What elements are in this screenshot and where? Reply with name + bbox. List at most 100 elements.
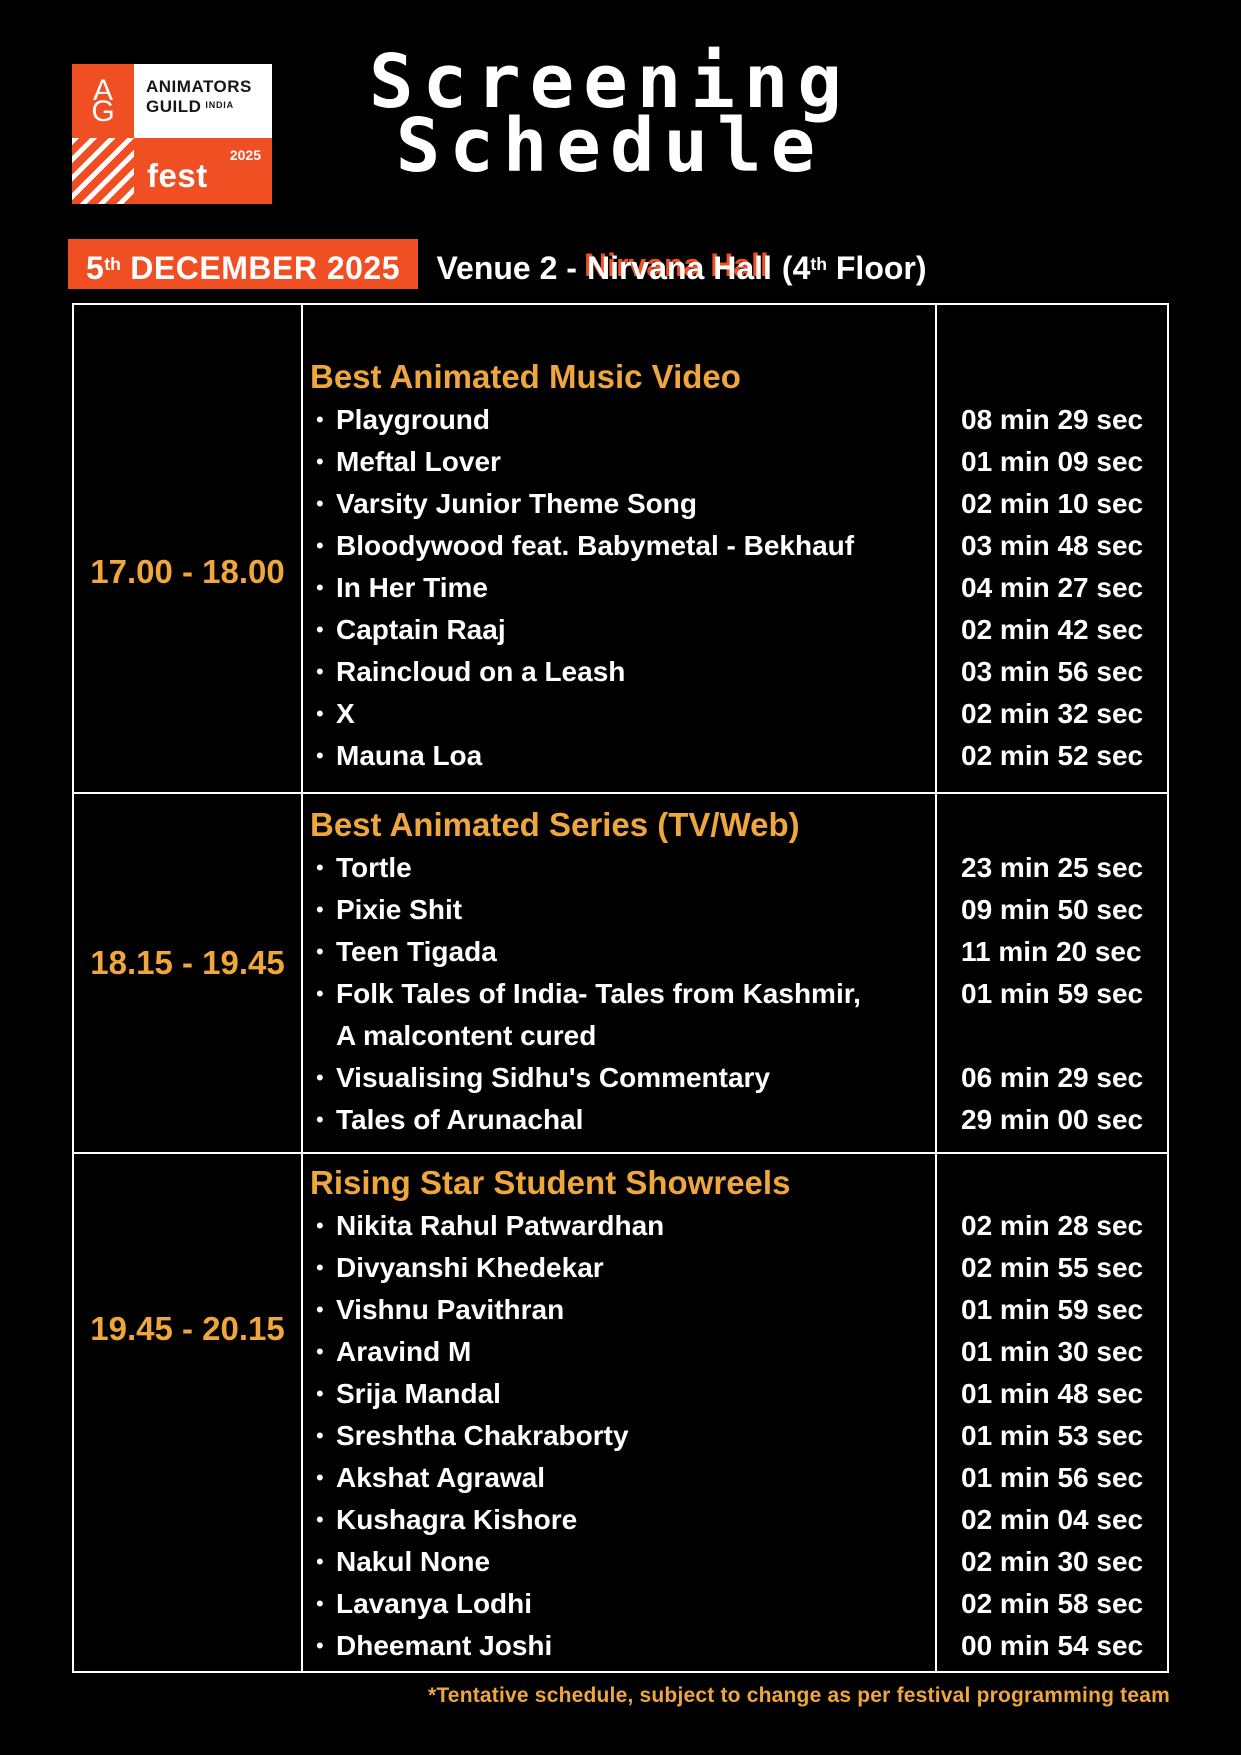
screening-duration: 01 min 59 sec: [961, 1294, 1144, 1325]
screening-title: Varsity Junior Theme Song: [336, 488, 697, 519]
screening-item: • Mauna Loa 02 min 52 sec: [303, 735, 1167, 777]
screening-title: Raincloud on a Leash: [336, 656, 626, 687]
bullet-icon: •: [316, 1591, 324, 1616]
time-slot-label: 18.15 - 19.45: [90, 944, 285, 981]
screening-title: Mauna Loa: [336, 740, 483, 771]
fest-wordmark: fest: [147, 157, 208, 194]
screening-title: Teen Tigada: [336, 936, 497, 967]
screening-duration: 01 min 30 sec: [961, 1336, 1144, 1367]
screening-title: Divyanshi Khedekar: [336, 1252, 604, 1283]
fest-year: 2025: [229, 147, 261, 163]
bullet-icon: •: [316, 449, 324, 474]
screening-duration: 02 min 28 sec: [961, 1210, 1144, 1241]
screening-title: Aravind M: [336, 1336, 472, 1367]
screening-duration: 03 min 48 sec: [961, 530, 1144, 561]
screening-item: • Visualising Sidhu's Commentary 06 min …: [303, 1057, 1167, 1099]
screening-item: • Captain Raaj 02 min 42 sec: [303, 609, 1167, 651]
date-badge: 5th DECEMBER 2025: [68, 239, 418, 289]
screening-title: Nakul None: [336, 1546, 491, 1577]
screening-item: • Dheemant Joshi 00 min 54 sec: [303, 1625, 1167, 1667]
screening-duration: 06 min 29 sec: [961, 1062, 1144, 1093]
time-slot-cell: 18.15 - 19.45: [74, 794, 303, 1152]
screening-item: • Vishnu Pavithran 01 min 59 sec: [303, 1289, 1167, 1331]
bullet-icon: •: [316, 1107, 324, 1132]
screening-item: • In Her Time 04 min 27 sec: [303, 567, 1167, 609]
screening-duration: 01 min 59 sec: [961, 978, 1144, 1009]
screening-duration: 03 min 56 sec: [961, 656, 1144, 687]
screening-item: • Tortle 23 min 25 sec: [303, 847, 1167, 889]
screening-title: Srija Mandal: [336, 1378, 501, 1409]
screening-item: • X 02 min 32 sec: [303, 693, 1167, 735]
screening-duration: 02 min 04 sec: [961, 1504, 1144, 1535]
screening-item: • Bloodywood feat. Babymetal - Bekhauf 0…: [303, 525, 1167, 567]
screening-item: • Tales of Arunachal 29 min 00 sec: [303, 1099, 1167, 1141]
org-name-cell: ANIMATORS GUILD INDIA: [134, 64, 272, 138]
bullet-icon: •: [316, 617, 324, 642]
screening-list: • Playground 08 min 29 sec • Meftal Love…: [303, 399, 1167, 777]
org-country: INDIA: [205, 100, 234, 110]
page-title: Screening Schedule: [265, 39, 955, 183]
screening-title: Captain Raaj: [336, 614, 506, 645]
schedule-block: 18.15 - 19.45 Best Animated Series (TV/W…: [74, 792, 1167, 1152]
bullet-icon: •: [316, 407, 324, 432]
screening-item: • Nikita Rahul Patwardhan 02 min 28 sec: [303, 1205, 1167, 1247]
screening-title: Dheemant Joshi: [336, 1630, 553, 1661]
screening-item: • Folk Tales of India- Tales from Kashmi…: [303, 973, 1167, 1057]
bullet-icon: •: [316, 1549, 324, 1574]
page-title-line1: Screening: [369, 39, 851, 125]
screening-duration: 02 min 58 sec: [961, 1588, 1144, 1619]
screening-duration: 04 min 27 sec: [961, 572, 1144, 603]
screening-duration: 02 min 52 sec: [961, 740, 1144, 771]
screening-item: • Kushagra Kishore 02 min 04 sec: [303, 1499, 1167, 1541]
screening-duration: 02 min 32 sec: [961, 698, 1144, 729]
screening-title: Sreshtha Chakraborty: [336, 1420, 629, 1451]
screening-duration: 01 min 09 sec: [961, 446, 1144, 477]
category-title: Best Animated Series (TV/Web): [310, 806, 800, 843]
schedule-table: 17.00 - 18.00 Best Animated Music Video …: [72, 303, 1169, 1673]
duration-column-divider: [935, 305, 937, 792]
screening-duration: 11 min 20 sec: [961, 936, 1142, 967]
bullet-icon: •: [316, 1213, 324, 1238]
duration-column-divider: [935, 1154, 937, 1671]
bullet-icon: •: [316, 533, 324, 558]
monogram-a: A: [92, 74, 113, 107]
time-slot-cell: 17.00 - 18.00: [74, 305, 303, 792]
screening-title: X: [336, 698, 355, 729]
schedule-block: 17.00 - 18.00 Best Animated Music Video …: [74, 305, 1167, 792]
screening-item: • Pixie Shit 09 min 50 sec: [303, 889, 1167, 931]
diagonal-stripes-icon: [72, 138, 134, 204]
date-number: 5: [86, 250, 105, 286]
screening-title: Kushagra Kishore: [336, 1504, 578, 1535]
screening-duration: 02 min 55 sec: [961, 1252, 1144, 1283]
screening-title: Lavanya Lodhi: [336, 1588, 533, 1619]
screening-title: Vishnu Pavithran: [336, 1294, 565, 1325]
screening-duration: 02 min 10 sec: [961, 488, 1144, 519]
screenings-cell: Best Animated Music Video • Playground 0…: [303, 305, 1167, 792]
screening-item: • Divyanshi Khedekar 02 min 55 sec: [303, 1247, 1167, 1289]
screening-duration: 01 min 56 sec: [961, 1462, 1144, 1493]
screenings-cell: Best Animated Series (TV/Web) • Tortle 2…: [303, 794, 1167, 1152]
screening-title: Meftal Lover: [336, 446, 501, 477]
bullet-icon: •: [316, 743, 324, 768]
screening-title-line2: A malcontent cured: [336, 1020, 597, 1051]
screening-title: Visualising Sidhu's Commentary: [336, 1062, 771, 1093]
screening-duration: 01 min 53 sec: [961, 1420, 1144, 1451]
bullet-icon: •: [316, 1465, 324, 1490]
venue-floor-close: Floor): [835, 250, 927, 286]
screening-title: Akshat Agrawal: [336, 1462, 546, 1493]
screening-item: • Nakul None 02 min 30 sec: [303, 1541, 1167, 1583]
bullet-icon: •: [316, 659, 324, 684]
date-text: DECEMBER 2025: [130, 250, 400, 286]
venue-name: Nirvana Hall: [586, 250, 772, 286]
screening-title: In Her Time: [336, 572, 488, 603]
screening-title: Tortle: [336, 852, 412, 883]
bullet-icon: •: [316, 701, 324, 726]
bullet-icon: •: [316, 1507, 324, 1532]
footnote: *Tentative schedule, subject to change a…: [427, 1684, 1170, 1707]
bullet-icon: •: [316, 1423, 324, 1448]
screening-item: • Sreshtha Chakraborty 01 min 53 sec: [303, 1415, 1167, 1457]
screening-item: • Raincloud on a Leash 03 min 56 sec: [303, 651, 1167, 693]
screening-duration: 08 min 29 sec: [961, 404, 1144, 435]
time-slot-label: 17.00 - 18.00: [90, 552, 285, 590]
